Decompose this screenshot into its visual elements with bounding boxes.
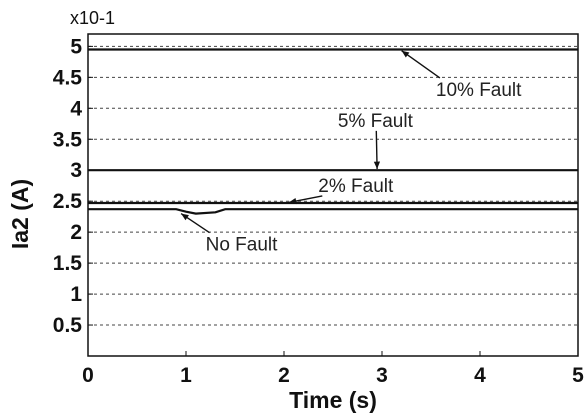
annotation-label-10-fault: 10% Fault [436,80,522,101]
y-tick-label: 4.5 [53,66,83,89]
y-tick-label: 1.5 [53,252,83,275]
annotation-arrowhead [373,161,381,169]
annotation-layer: 10% Fault 5% Fault 2% Fault No Fault [180,50,522,256]
annotation-label-no-fault: No Fault [206,235,279,256]
annotation-label-2-fault: 2% Fault [318,176,394,197]
x-tick-labels: 0 1 2 3 4 5 [82,364,584,387]
y-axis-title: Ia2 (A) [7,179,33,249]
x-tick-label: 0 [82,364,94,387]
x-tick-label: 1 [180,364,192,387]
y-tick-label: 3.5 [53,128,83,151]
y-tick-label: 3 [70,159,82,182]
x-axis-title: Time (s) [289,387,377,413]
y-tick-label: 2.5 [53,190,83,213]
y-tick-label: 5 [70,35,82,58]
y-tick-label: 0.5 [53,314,83,337]
x-tick-label: 4 [474,364,486,387]
x-tick-label: 5 [572,364,584,387]
series-line-no-fault [88,208,578,215]
annotation-arrowhead [181,213,189,221]
x-tick-label: 3 [376,364,388,387]
x-tick-label: 2 [278,364,290,387]
plot-frame [87,33,579,357]
y-tick-label: 1 [70,283,82,306]
y-tick-labels: 0.5 1 1.5 2 2.5 3 3.5 4 4.5 5 [53,35,83,337]
series-layer [88,48,578,215]
annotation-arrowhead [288,197,297,205]
y-tick-label: 4 [70,97,82,120]
y-multiplier-label: x10-1 [70,8,115,28]
annotation-arrowhead [401,50,410,58]
annotation-label-5-fault: 5% Fault [338,111,414,132]
y-tick-label: 2 [70,221,82,244]
annotation-arrow-10-fault [401,50,441,79]
